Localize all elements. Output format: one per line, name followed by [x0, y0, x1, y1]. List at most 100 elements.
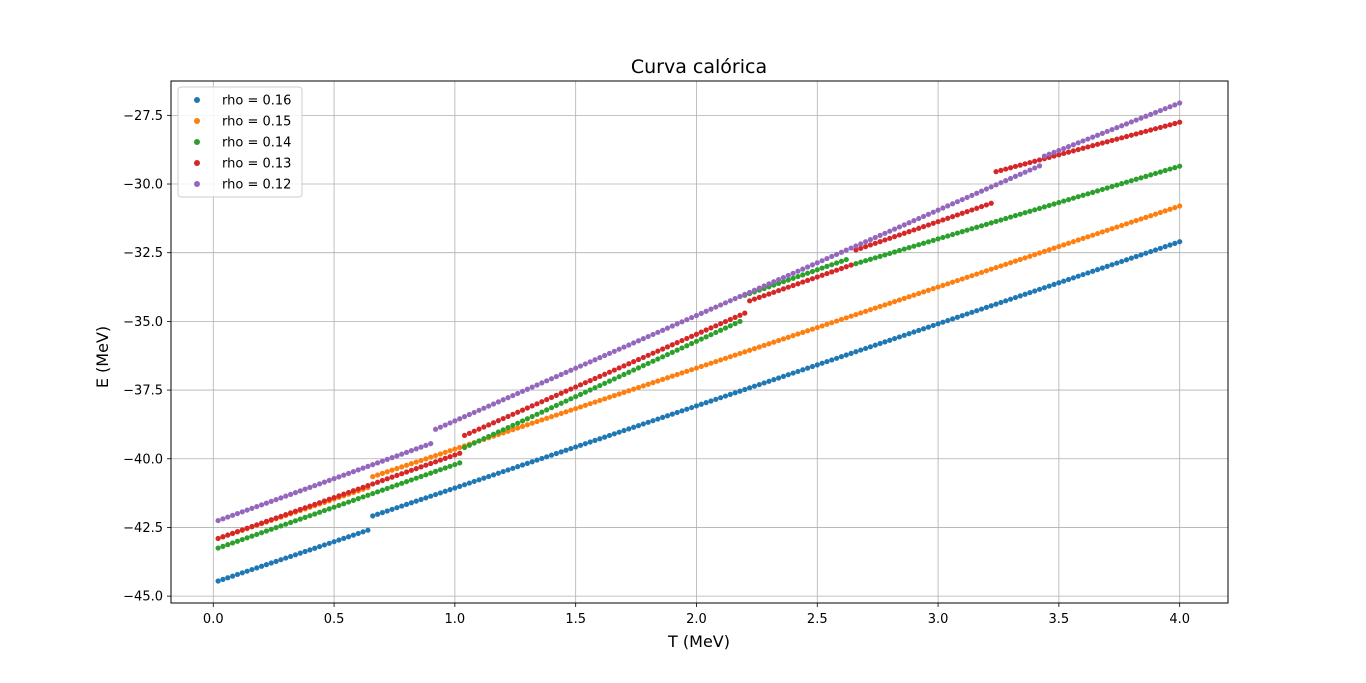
x-tick-label: 3.5: [1049, 612, 1070, 627]
data-point: [872, 255, 878, 261]
data-point: [858, 245, 864, 251]
data-point: [1085, 234, 1091, 240]
data-point: [621, 427, 627, 434]
data-point: [302, 548, 308, 555]
data-point: [906, 220, 912, 226]
data-point: [771, 289, 777, 295]
data-point: [949, 214, 956, 220]
data-point: [1094, 188, 1101, 194]
data-point: [819, 265, 825, 271]
data-point: [843, 352, 849, 358]
data-point: [1017, 162, 1023, 168]
data-point: [872, 305, 878, 311]
data-point: [423, 462, 429, 468]
data-point: [418, 464, 424, 470]
data-point: [635, 338, 642, 344]
data-point: [447, 420, 453, 426]
data-point: [809, 326, 816, 332]
data-point: [640, 421, 646, 427]
data-point: [534, 382, 540, 388]
data-point: [461, 482, 468, 488]
data-point: [872, 234, 878, 241]
data-point: [345, 489, 352, 496]
data-point: [384, 476, 390, 482]
data-point: [737, 350, 743, 357]
data-point: [399, 451, 405, 457]
data-point: [660, 376, 666, 382]
data-point: [389, 506, 395, 512]
data-point: [510, 422, 516, 428]
data-point: [703, 362, 709, 368]
data-point: [751, 287, 758, 293]
data-point: [1133, 217, 1139, 224]
data-point: [848, 350, 854, 356]
data-point: [287, 510, 294, 516]
data-point: [756, 344, 762, 350]
data-point: [983, 186, 990, 192]
data-point: [635, 384, 642, 391]
data-point: [1099, 186, 1105, 193]
data-point: [814, 362, 820, 368]
data-point: [911, 218, 917, 224]
data-point: [916, 225, 922, 231]
data-point: [505, 413, 511, 420]
data-point: [631, 359, 637, 365]
data-point: [413, 446, 419, 452]
data-point: [1070, 195, 1076, 201]
data-point: [316, 543, 323, 550]
data-point: [539, 380, 545, 386]
data-point: [1157, 124, 1163, 131]
data-point: [1012, 173, 1018, 179]
data-point: [978, 223, 985, 229]
data-point: [379, 477, 385, 484]
legend-box: [177, 86, 303, 198]
data-point: [268, 517, 274, 523]
series-rho-015: [215, 203, 1183, 542]
data-point: [1056, 199, 1062, 206]
data-point: [737, 318, 743, 324]
data-point: [452, 446, 458, 452]
data-point: [1177, 163, 1183, 169]
data-point: [993, 264, 999, 271]
data-point: [872, 342, 878, 348]
data-point: [776, 287, 782, 294]
data-point: [891, 234, 898, 240]
data-point: [515, 425, 521, 431]
data-point: [940, 217, 946, 223]
data-point: [558, 371, 564, 378]
data-point: [321, 479, 328, 485]
data-point: [1070, 142, 1076, 148]
data-point: [1017, 293, 1023, 299]
data-point: [249, 523, 255, 530]
series-rho-014: [215, 163, 1183, 551]
data-point: [824, 263, 830, 269]
data-point: [529, 420, 535, 426]
data-point: [1070, 148, 1076, 154]
data-point: [650, 358, 656, 364]
data-point: [1128, 119, 1134, 125]
data-point: [302, 514, 308, 520]
data-point: [471, 440, 477, 446]
data-point: [316, 481, 323, 487]
legend-label-rho-016: rho = 0.16: [222, 94, 291, 109]
data-point: [1172, 102, 1178, 108]
data-point: [843, 264, 849, 270]
data-point: [1099, 229, 1105, 235]
data-point: [365, 483, 371, 489]
data-point: [761, 342, 767, 348]
data-point: [1167, 242, 1173, 248]
data-point: [563, 398, 569, 404]
data-point: [1003, 178, 1009, 184]
data-point: [640, 383, 646, 389]
data-point: [292, 518, 299, 524]
data-point: [679, 408, 685, 414]
data-point: [254, 503, 260, 510]
data-point: [278, 495, 284, 501]
data-point: [592, 375, 598, 382]
data-point: [413, 498, 419, 504]
data-point: [582, 389, 588, 395]
data-point: [674, 347, 680, 353]
data-point: [302, 486, 308, 492]
data-point: [495, 418, 501, 424]
data-point: [1022, 255, 1028, 261]
